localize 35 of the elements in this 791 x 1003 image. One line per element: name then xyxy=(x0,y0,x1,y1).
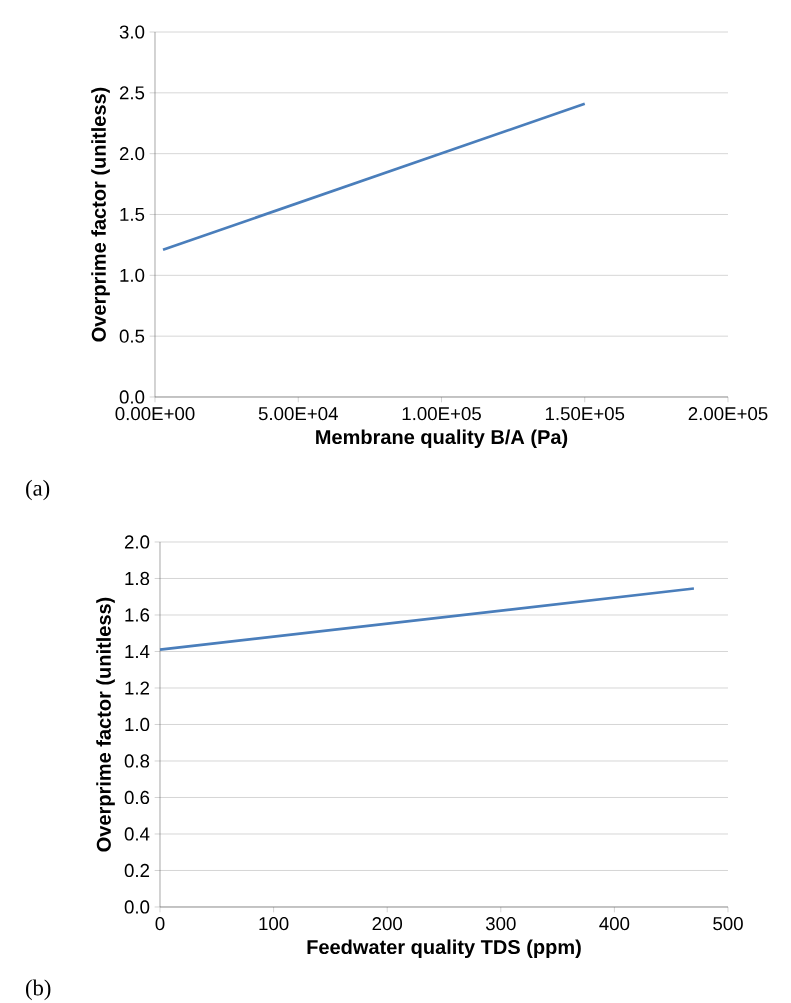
x-tick-label: 1.00E+05 xyxy=(402,407,481,421)
y-tick-label: 0.0 xyxy=(119,390,145,404)
x-tick-label: 500 xyxy=(713,917,743,931)
y-tick-label: 0.5 xyxy=(119,329,145,343)
x-tick-label: 400 xyxy=(599,917,630,931)
x-axis-title: Membrane quality B/A (Pa) xyxy=(316,429,568,449)
y-tick-label: 0.8 xyxy=(124,754,150,768)
y-tick-label: 0.0 xyxy=(124,900,150,914)
y-tick-label: 3.0 xyxy=(119,25,145,39)
y-tick-label: 0.2 xyxy=(124,863,150,878)
y-tick-label: 2.5 xyxy=(119,86,145,100)
text: (a) xyxy=(26,479,50,501)
y-axis-title: Overprime factor (unitless) xyxy=(96,597,115,852)
y-tick-label: 1.5 xyxy=(120,207,145,222)
y-tick-label: 1.6 xyxy=(125,608,150,622)
x-tick-label: 0.00E+00 xyxy=(115,407,195,421)
x-tick-label: 5.00E+04 xyxy=(258,407,338,421)
y-tick-label: 1.0 xyxy=(125,717,150,732)
y-tick-label: 2.0 xyxy=(124,535,150,549)
y-tick-label: 1.0 xyxy=(120,268,145,282)
y-tick-label: 0.6 xyxy=(124,790,150,805)
x-tick-label: 300 xyxy=(485,917,516,931)
x-tick-label: 200 xyxy=(372,917,403,931)
y-axis-title: Overprime factor (unitless) xyxy=(91,87,110,342)
x-tick-label: 2.00E+05 xyxy=(688,407,768,421)
y-tick-label: 1.2 xyxy=(125,681,150,695)
x-tick-label: 1.50E+05 xyxy=(545,407,625,421)
x-axis-title: Feedwater quality TDS (ppm) xyxy=(307,939,581,959)
y-tick-label: 0.4 xyxy=(124,827,150,841)
y-tick-label: 1.4 xyxy=(125,645,150,658)
text: (b) xyxy=(25,979,51,1001)
x-tick-label: 0 xyxy=(155,917,165,931)
x-tick-label: 100 xyxy=(259,917,289,931)
y-tick-label: 1.8 xyxy=(125,571,150,586)
y-tick-label: 2.0 xyxy=(119,147,145,161)
